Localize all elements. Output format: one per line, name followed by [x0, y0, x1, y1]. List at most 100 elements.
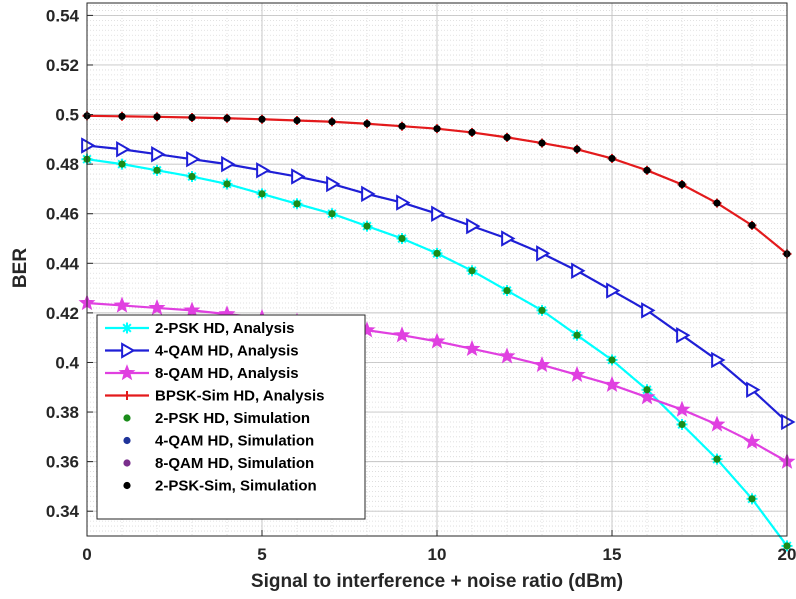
legend-entry: 8-QAM HD, Simulation	[123, 455, 314, 472]
marker-dot	[123, 436, 131, 445]
marker-triangle	[221, 155, 236, 173]
marker-dot	[223, 114, 231, 122]
marker-triangle	[466, 217, 481, 235]
marker-triangle	[431, 205, 446, 222]
marker-triangle	[116, 141, 131, 158]
marker-dot	[468, 267, 476, 275]
marker-star	[113, 296, 131, 313]
marker-triangle	[536, 245, 551, 262]
x-axis-title: Signal to interference + noise ratio (dB…	[251, 571, 623, 592]
marker-dot	[678, 420, 686, 429]
marker-triangle	[326, 175, 341, 193]
marker-dot	[398, 234, 406, 243]
x-tick-label: 15	[603, 545, 622, 564]
marker-dot	[573, 331, 581, 339]
marker-asterisk	[121, 322, 133, 334]
legend-entry: BPSK-Sim HD, Analysis	[105, 388, 325, 405]
marker-dot	[118, 112, 126, 120]
marker-dot	[678, 180, 686, 189]
marker-dot	[363, 222, 371, 230]
marker-star	[118, 364, 136, 381]
marker-dot	[188, 113, 196, 122]
marker-dot	[573, 145, 581, 153]
legend-entry: 4-QAM HD, Simulation	[123, 433, 314, 450]
marker-dot	[783, 542, 791, 550]
legend-label: 4-QAM HD, Simulation	[155, 433, 314, 450]
x-tick-label: 5	[257, 545, 266, 564]
marker-dot	[258, 115, 266, 123]
legend-box	[96, 314, 366, 520]
series-2-psk-sim-simulation	[83, 112, 791, 258]
marker-triangle	[746, 381, 761, 398]
marker-triangle	[571, 262, 586, 279]
legend-entry: 8-QAM HD, Analysis	[105, 364, 299, 382]
marker-star	[463, 339, 481, 357]
marker-dot	[503, 286, 511, 295]
legend-label: 2-PSK HD, Simulation	[155, 410, 310, 427]
marker-star	[708, 415, 726, 432]
marker-dot	[713, 199, 721, 207]
marker-dot	[503, 133, 511, 141]
marker-star	[498, 347, 516, 364]
marker-dot	[608, 154, 616, 163]
legend-entry: 2-PSK HD, Analysis	[105, 320, 295, 337]
marker-triangle	[186, 150, 201, 168]
y-tick-label: 0.46	[46, 205, 79, 224]
marker-dot	[118, 160, 126, 168]
y-tick-label: 0.38	[46, 403, 79, 422]
marker-dot	[643, 386, 651, 394]
marker-triangle	[151, 146, 166, 163]
x-tick-label: 0	[82, 545, 91, 564]
y-tick-label: 0.52	[46, 56, 79, 75]
y-axis-title: BER	[10, 248, 31, 288]
marker-dot	[123, 459, 131, 467]
marker-star	[743, 432, 761, 449]
series-2-psk-hd-simulation	[83, 155, 791, 550]
marker-dot	[293, 116, 301, 125]
x-tick-label: 20	[778, 545, 796, 564]
legend-label: 4-QAM HD, Analysis	[155, 343, 299, 360]
marker-dot	[328, 118, 336, 126]
series-layer	[78, 111, 796, 552]
marker-dot	[538, 306, 546, 315]
marker-dot	[188, 172, 196, 181]
marker-dot	[538, 139, 546, 147]
legend-entry: 2-PSK HD, Simulation	[123, 410, 310, 427]
series-4-qam-hd-analysis	[81, 137, 796, 431]
marker-dot	[153, 166, 161, 174]
marker-plus	[122, 391, 132, 400]
y-tick-label: 0.36	[46, 453, 79, 472]
marker-dot	[363, 120, 371, 128]
marker-triangle	[396, 194, 411, 211]
y-tick-label: 0.34	[46, 502, 80, 521]
marker-star	[568, 365, 586, 383]
legend-label: BPSK-Sim HD, Analysis	[155, 388, 325, 405]
marker-triangle	[361, 185, 376, 203]
y-tick-label: 0.44	[46, 254, 80, 273]
marker-triangle	[121, 342, 136, 359]
marker-triangle	[781, 413, 796, 431]
marker-dot	[223, 180, 231, 188]
marker-dot	[433, 249, 441, 257]
legend-entry: 2-PSK-Sim, Simulation	[123, 478, 317, 495]
marker-triangle	[606, 282, 621, 299]
legend-label: 2-PSK HD, Analysis	[155, 320, 295, 337]
marker-dot	[258, 190, 266, 198]
marker-triangle	[291, 168, 306, 185]
y-tick-label: 0.5	[55, 106, 79, 125]
marker-dot	[123, 481, 131, 490]
marker-dot	[643, 166, 651, 174]
marker-star	[533, 356, 551, 373]
marker-dot	[468, 128, 476, 137]
marker-star	[638, 388, 656, 405]
marker-triangle	[641, 302, 656, 319]
ticks: 0.34 0.36 0.38 0.4 0.42 0.44 0.46 0.48 0.5 0.52 0.…	[46, 6, 796, 564]
y-tick-label: 0.42	[46, 304, 79, 323]
legend-label: 8-QAM HD, Simulation	[155, 455, 314, 472]
marker-star	[428, 332, 446, 349]
marker-dot	[293, 200, 301, 208]
marker-dot	[433, 125, 441, 133]
marker-star	[673, 400, 691, 417]
legend-entry: 4-QAM HD, Analysis	[105, 342, 299, 360]
